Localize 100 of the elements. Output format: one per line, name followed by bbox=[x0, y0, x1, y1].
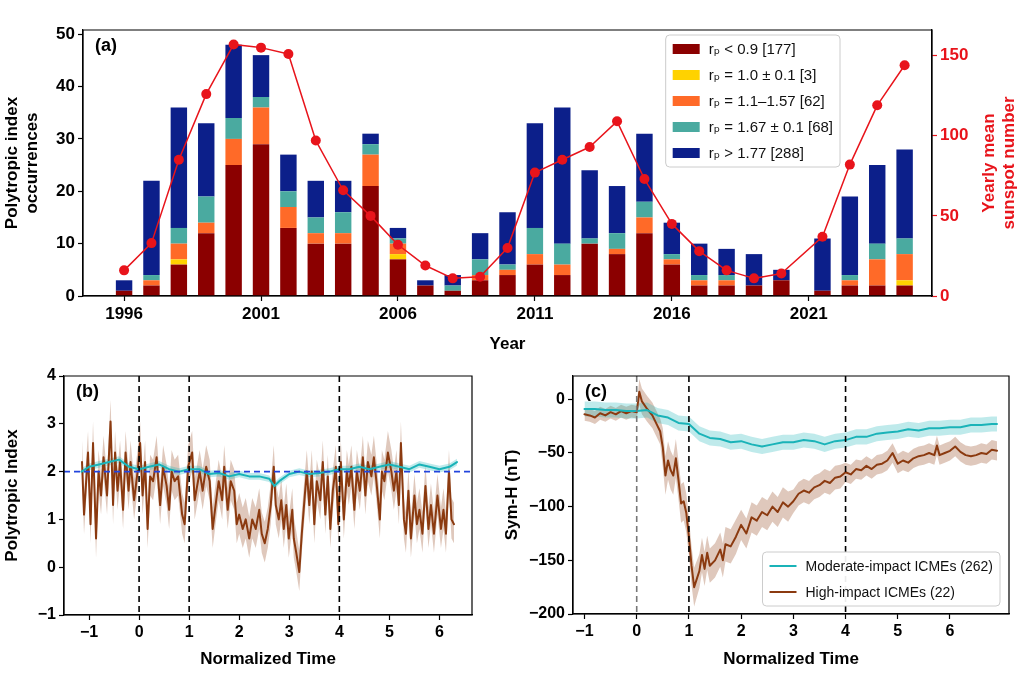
y-tick-label: 20 bbox=[56, 180, 75, 200]
point bbox=[612, 116, 623, 127]
bar bbox=[389, 259, 407, 296]
bar bbox=[417, 285, 434, 296]
bar bbox=[814, 238, 831, 291]
bar bbox=[896, 285, 913, 296]
bar bbox=[143, 275, 160, 281]
x-tick-label: 6 bbox=[945, 622, 955, 640]
x-tick-label: 2 bbox=[736, 622, 746, 640]
point bbox=[721, 265, 732, 276]
bar bbox=[362, 154, 379, 187]
bar bbox=[198, 123, 215, 197]
bar bbox=[334, 212, 352, 234]
bar bbox=[252, 107, 270, 145]
bar bbox=[554, 107, 571, 244]
legend-label: Moderate-impact ICMEs (262) bbox=[805, 557, 994, 574]
y-tick-label: 30 bbox=[56, 128, 75, 148]
bar bbox=[554, 275, 571, 296]
bar bbox=[841, 275, 859, 281]
bar bbox=[225, 138, 242, 166]
x-tick-label: 5 bbox=[384, 623, 394, 641]
x-tick-label: 4 bbox=[841, 622, 851, 640]
point bbox=[338, 185, 349, 196]
bar bbox=[773, 280, 790, 296]
y-tick-label: −150 bbox=[528, 550, 566, 568]
bar bbox=[307, 217, 325, 234]
legend-label: rₚ = 1.1–1.57 [62] bbox=[708, 92, 825, 110]
bar bbox=[663, 254, 681, 260]
bar bbox=[841, 196, 859, 276]
x-tick-label: 6 bbox=[435, 623, 445, 641]
y-tick-label: 10 bbox=[56, 233, 75, 253]
x-axis-title: Normalized Time bbox=[200, 649, 336, 669]
y2-tick-label: 150 bbox=[940, 45, 969, 65]
bar bbox=[581, 238, 598, 244]
bar bbox=[869, 259, 886, 286]
point bbox=[639, 174, 650, 185]
bar bbox=[608, 233, 626, 249]
bar bbox=[225, 165, 242, 296]
bar bbox=[362, 144, 379, 155]
x-tick-label: 2001 bbox=[242, 303, 280, 323]
bar bbox=[499, 269, 516, 276]
bar bbox=[280, 206, 297, 228]
bar bbox=[225, 44, 242, 118]
point bbox=[584, 141, 595, 152]
point bbox=[365, 210, 376, 221]
point bbox=[557, 154, 568, 165]
y-axis-title: Polytropic Index bbox=[1, 428, 21, 562]
bar bbox=[143, 180, 160, 276]
point bbox=[694, 246, 705, 257]
x-tick-label: 0 bbox=[134, 623, 144, 641]
bar bbox=[554, 264, 571, 276]
bar bbox=[526, 264, 544, 296]
point bbox=[529, 167, 540, 178]
bar bbox=[389, 254, 407, 260]
x-tick-label: 2 bbox=[234, 623, 244, 641]
y2-tick-label: 50 bbox=[940, 205, 959, 225]
bar bbox=[636, 133, 653, 202]
bar bbox=[526, 123, 544, 228]
y2-tick-label: 100 bbox=[940, 125, 969, 145]
annotation: (c) bbox=[585, 380, 607, 401]
point bbox=[748, 273, 759, 284]
bar bbox=[143, 280, 160, 286]
x-tick-label: 1 bbox=[684, 622, 694, 640]
bar bbox=[581, 243, 598, 296]
bar bbox=[471, 233, 489, 260]
bar bbox=[417, 280, 434, 286]
bar bbox=[896, 280, 913, 286]
bar bbox=[307, 243, 325, 296]
bar bbox=[608, 186, 626, 234]
y-tick-label: 1 bbox=[47, 509, 57, 527]
x-tick-label: 1996 bbox=[105, 303, 143, 323]
point bbox=[817, 231, 828, 242]
bar bbox=[170, 264, 188, 296]
legend-label: High-impact ICMEs (22) bbox=[805, 583, 955, 600]
bar bbox=[198, 196, 215, 223]
bar bbox=[334, 243, 352, 296]
annotation: (b) bbox=[76, 380, 99, 401]
bar bbox=[636, 233, 653, 296]
bar bbox=[362, 186, 379, 296]
legend-label: rₚ < 0.9 [177] bbox=[708, 40, 796, 58]
x-axis-title: Year bbox=[489, 334, 526, 354]
bar bbox=[718, 280, 735, 286]
bar bbox=[252, 97, 270, 108]
y-tick-label: −200 bbox=[528, 604, 566, 622]
bar bbox=[362, 133, 379, 145]
bar bbox=[307, 233, 325, 244]
x-tick-label: 2016 bbox=[652, 303, 691, 323]
x-tick-label: 3 bbox=[284, 623, 294, 641]
bar bbox=[252, 55, 270, 98]
bar bbox=[499, 275, 516, 296]
bar bbox=[526, 227, 544, 255]
bar bbox=[718, 275, 735, 281]
bar bbox=[896, 254, 913, 281]
bar bbox=[198, 222, 215, 234]
point bbox=[666, 218, 677, 229]
y-tick-label: 0 bbox=[47, 557, 57, 575]
bar bbox=[280, 154, 297, 192]
point bbox=[392, 239, 403, 250]
x-tick-label: 4 bbox=[334, 623, 344, 641]
y-tick-label: 3 bbox=[47, 414, 57, 432]
